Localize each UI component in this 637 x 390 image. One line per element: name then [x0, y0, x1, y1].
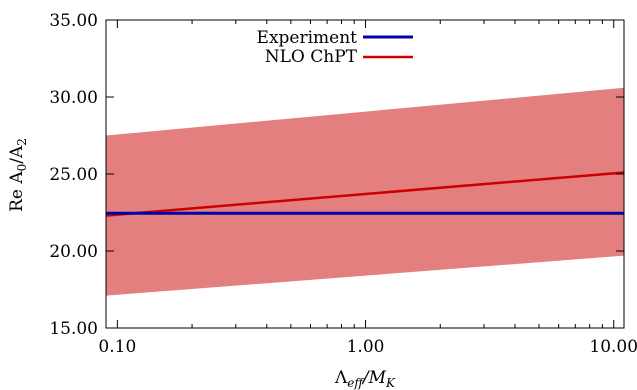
y-tick-label: 35.00 — [49, 11, 98, 31]
y-axis-title: Re A0/A2 — [7, 138, 29, 212]
x-axis-title-mid: /M — [361, 368, 387, 388]
legend-label-experiment: Experiment — [257, 28, 358, 48]
y-tick-label: 15.00 — [49, 319, 98, 339]
y-axis-title-main: Re A — [7, 171, 27, 212]
x-tick-label: 1.00 — [347, 337, 385, 357]
y-axis-title-sub1: 0 — [15, 164, 29, 172]
series-lines-layer — [105, 171, 625, 217]
error-band-1 — [106, 87, 624, 296]
y-axis-title-mid: /A — [7, 145, 27, 164]
y-axis-title-sub2: 2 — [15, 138, 29, 146]
x-axis-title-sub2: K — [385, 376, 396, 390]
y-tick-label: 20.00 — [49, 242, 98, 262]
y-tick-label: 30.00 — [49, 88, 98, 108]
legend: Experiment NLO ChPT — [257, 28, 413, 67]
x-tick-labels: 0.10 1.00 10.00 — [98, 337, 637, 357]
legend-label-nlo-chpt: NLO ChPT — [265, 47, 358, 67]
x-axis-title-sub1: eff — [347, 376, 365, 390]
x-tick-label: 0.10 — [98, 337, 136, 357]
y-tick-labels: 15.00 20.00 25.00 30.00 35.00 — [49, 11, 98, 339]
y-tick-label: 25.00 — [49, 165, 98, 185]
plot-frame — [105, 19, 625, 329]
x-tick-label: 10.00 — [589, 337, 637, 357]
error-band-layer — [106, 87, 624, 296]
plot-area — [105, 19, 625, 329]
x-axis-title: Λeff/MK — [334, 368, 396, 390]
x-axis-title-main: Λ — [334, 368, 348, 388]
series-line-1 — [105, 171, 625, 217]
